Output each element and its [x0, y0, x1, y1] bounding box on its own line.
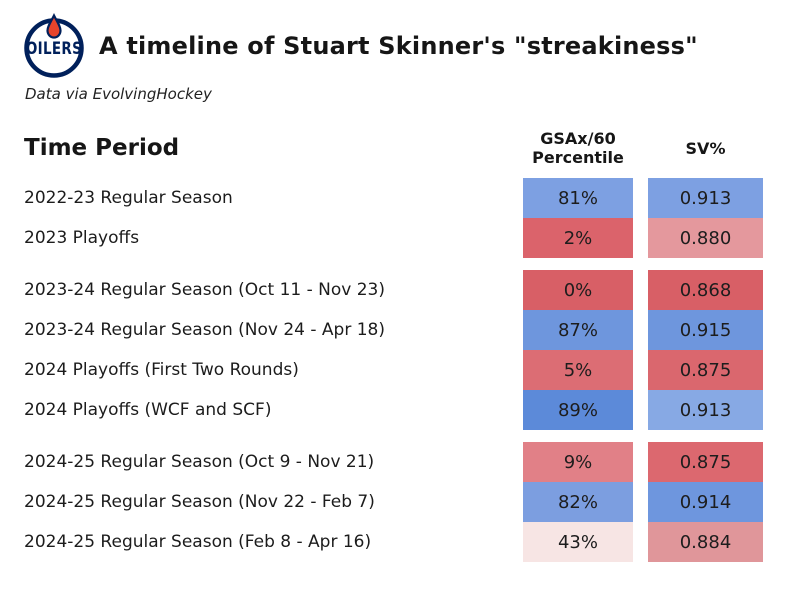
time-period-label: 2022-23 Regular Season	[24, 188, 233, 208]
sv-percentage-cell: 0.913	[648, 390, 763, 430]
gsax-percentile-cell: 43%	[523, 522, 633, 562]
gsax-percentile-cell: 9%	[523, 442, 633, 482]
logo-wordmark: OILERS	[26, 39, 82, 59]
table-row: 2022-23 Regular Season 81% 0.913	[24, 178, 763, 218]
gsax-percentile-cell: 0%	[523, 270, 633, 310]
time-period-label: 2024 Playoffs (WCF and SCF)	[24, 400, 272, 420]
gsax-percentile-cell: 81%	[523, 178, 633, 218]
table-row: 2023-24 Regular Season (Nov 24 - Apr 18)…	[24, 310, 763, 350]
sv-percentage-cell: 0.880	[648, 218, 763, 258]
time-period-label: 2023-24 Regular Season (Oct 11 - Nov 23)	[24, 280, 385, 300]
table-header-row: Time Period GSAx/60 Percentile SV%	[24, 125, 763, 171]
table-row: 2024 Playoffs (First Two Rounds) 5% 0.875	[24, 350, 763, 390]
column-header-time-period: Time Period	[24, 135, 180, 161]
time-period-label: 2024-25 Regular Season (Oct 9 - Nov 21)	[24, 452, 375, 472]
sv-percentage-cell: 0.884	[648, 522, 763, 562]
data-source-note: Data via EvolvingHockey	[25, 85, 212, 103]
gsax-percentile-cell: 89%	[523, 390, 633, 430]
time-period-label: 2023-24 Regular Season (Nov 24 - Apr 18)	[24, 320, 386, 340]
gsax-percentile-cell: 2%	[523, 218, 633, 258]
table-row: 2024-25 Regular Season (Oct 9 - Nov 21) 9…	[24, 442, 763, 482]
oil-drop-icon	[46, 13, 62, 39]
table-body: 2022-23 Regular Season 81% 0.913 2023 Playo…	[24, 178, 763, 562]
sv-percentage-cell: 0.868	[648, 270, 763, 310]
time-period-label: 2023 Playoffs	[24, 228, 140, 248]
gsax-percentile-cell: 5%	[523, 350, 633, 390]
sv-percentage-cell: 0.914	[648, 482, 763, 522]
row-group: 2022-23 Regular Season 81% 0.913 2023 Playo…	[24, 178, 763, 258]
row-group: 2023-24 Regular Season (Oct 11 - Nov 23)…	[24, 270, 763, 430]
oilers-logo: OILERS	[24, 13, 84, 78]
column-header-gsax-line1: GSAx/60	[540, 129, 616, 148]
column-header-gsax-percentile: GSAx/60 Percentile	[523, 129, 633, 167]
time-period-label: 2024-25 Regular Season (Nov 22 - Feb 7)	[24, 492, 375, 512]
time-period-label: 2024 Playoffs (First Two Rounds)	[24, 360, 299, 380]
table-row: 2024-25 Regular Season (Nov 22 - Feb 7) 8…	[24, 482, 763, 522]
sv-percentage-cell: 0.915	[648, 310, 763, 350]
table-row: 2023-24 Regular Season (Oct 11 - Nov 23)…	[24, 270, 763, 310]
page-title: A timeline of Stuart Skinner's "streakin…	[99, 32, 698, 60]
table-row: 2024-25 Regular Season (Feb 8 - Apr 16) 4…	[24, 522, 763, 562]
table-row: 2023 Playoffs 2% 0.880	[24, 218, 763, 258]
sv-percentage-cell: 0.875	[648, 442, 763, 482]
sv-percentage-cell: 0.913	[648, 178, 763, 218]
column-header-sv: SV%	[685, 138, 726, 158]
streakiness-table: Time Period GSAx/60 Percentile SV% 2022-…	[24, 125, 763, 562]
table-row: 2024 Playoffs (WCF and SCF) 89% 0.913	[24, 390, 763, 430]
column-header-gsax-line2: Percentile	[532, 148, 624, 167]
sv-percentage-cell: 0.875	[648, 350, 763, 390]
header: OILERS A timeline of Stuart Skinner's "s…	[0, 0, 796, 79]
time-period-label: 2024-25 Regular Season (Feb 8 - Apr 16)	[24, 532, 372, 552]
gsax-percentile-cell: 82%	[523, 482, 633, 522]
gsax-percentile-cell: 87%	[523, 310, 633, 350]
row-group: 2024-25 Regular Season (Oct 9 - Nov 21) 9…	[24, 442, 763, 562]
